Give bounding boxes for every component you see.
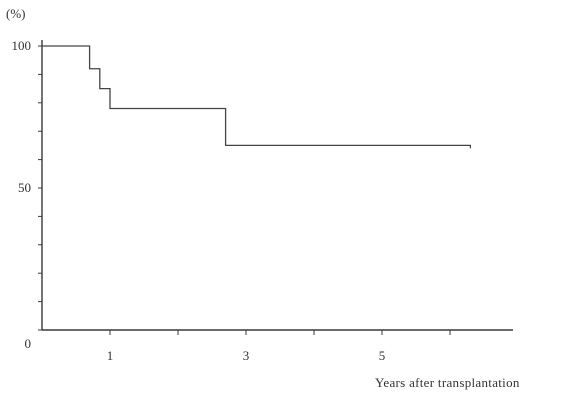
- survival-curve-0: [42, 45, 472, 149]
- y-axis-unit-label: (%): [6, 6, 26, 21]
- series-group: [42, 45, 472, 149]
- x-tick-label-3: 3: [243, 348, 250, 363]
- y-tick-label-0: 0: [25, 336, 32, 351]
- x-tick-label-5: 5: [379, 348, 386, 363]
- x-tick-label-1: 1: [107, 348, 114, 363]
- tick-labels: 0 50 100 1 3 5: [12, 38, 386, 363]
- y-tick-label-100: 100: [12, 38, 32, 53]
- x-axis-title: Years after transplantation: [375, 375, 520, 390]
- y-tick-label-50: 50: [18, 180, 31, 195]
- axes: [41, 40, 513, 331]
- ticks: [38, 45, 451, 335]
